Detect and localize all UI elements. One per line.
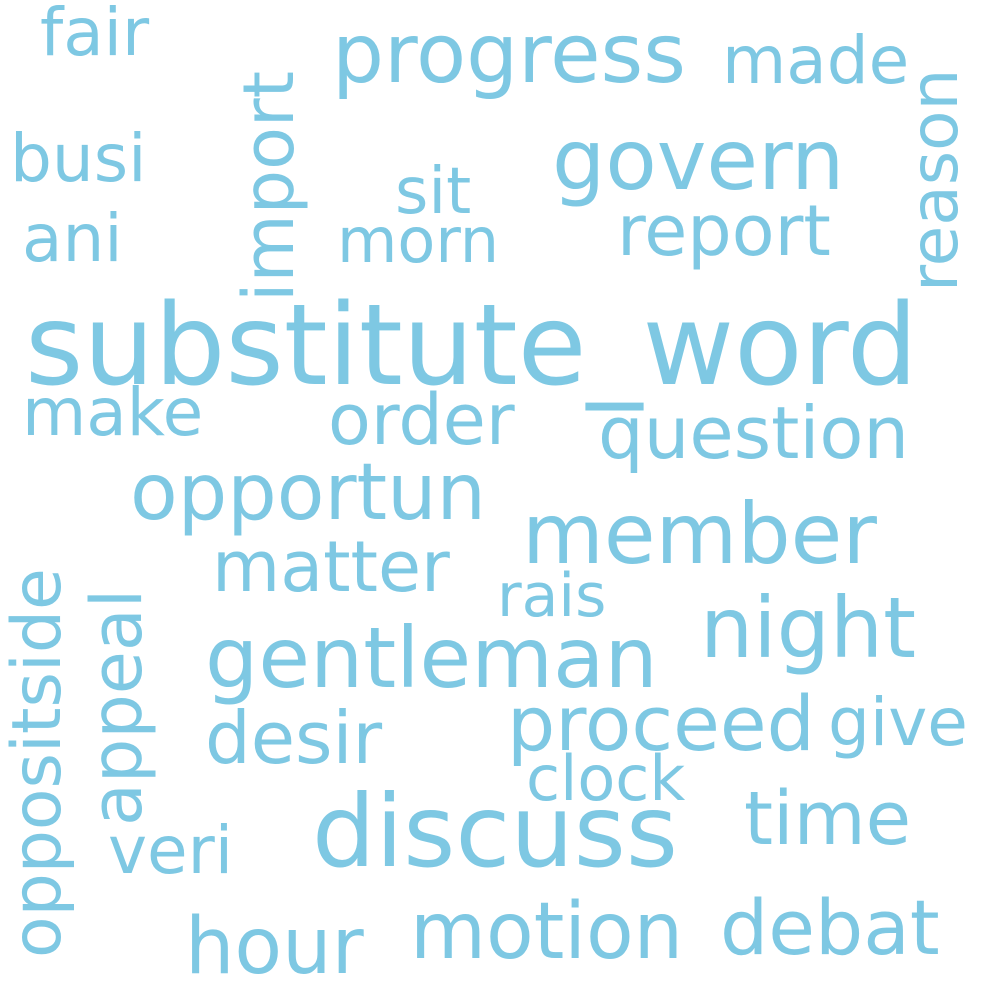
word-question: question [598, 391, 910, 475]
word-member: member [522, 485, 877, 583]
word-veri: veri [108, 812, 234, 889]
word-fair: fair [40, 0, 150, 71]
word-appeal: appeal [76, 588, 158, 826]
word-time: time [744, 776, 912, 862]
word-desir: desir [205, 696, 383, 780]
word-busi: busi [10, 120, 147, 197]
word-opportun: opportun [130, 448, 486, 538]
word-give: give [828, 684, 968, 761]
word-debat: debat [720, 883, 940, 972]
word-clock: clock [526, 742, 686, 815]
word-govern: govern [552, 111, 845, 209]
word-report: report [617, 190, 831, 272]
word-progress: progress [332, 7, 686, 102]
word-oppositside: oppositside [0, 568, 77, 958]
word-sit: sit [395, 155, 472, 229]
word-ani: ani [22, 200, 123, 277]
word-rais: rais [497, 561, 607, 631]
word-make: make [22, 374, 204, 451]
word-discuss: discuss [312, 773, 678, 890]
word-motion: motion [410, 887, 684, 977]
word-proceed: proceed [507, 679, 815, 768]
word-reason: reason [896, 68, 973, 292]
word-matter: matter [212, 526, 450, 608]
word-night: night [700, 579, 917, 677]
word-made: made [722, 22, 910, 99]
word-gentleman: gentleman [205, 609, 658, 707]
word-substitute-word: substitute_word [25, 281, 918, 411]
word-hour: hour [185, 902, 364, 992]
word-order: order [328, 379, 515, 461]
word-import: import [228, 70, 310, 302]
word-morn: morn [337, 204, 500, 277]
